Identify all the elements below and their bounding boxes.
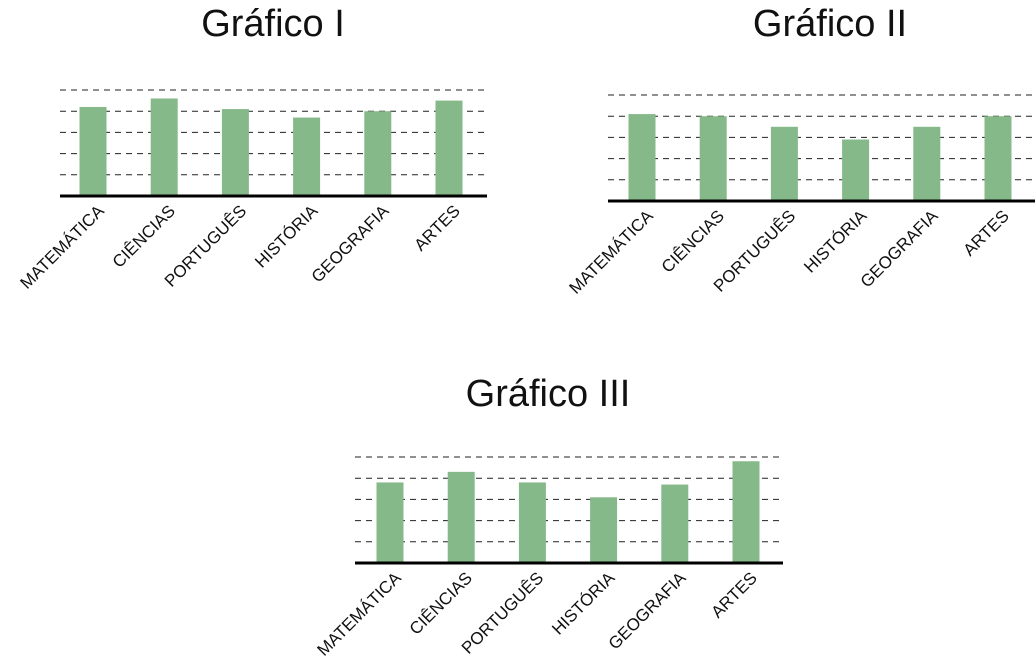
- bar-ciências: [150, 98, 178, 196]
- category-label: HISTÓRIA: [548, 568, 619, 639]
- bar-artes: [435, 100, 463, 196]
- bar-português: [518, 482, 546, 563]
- chart-title: Gráfico I: [201, 3, 345, 45]
- bar-português: [221, 109, 249, 196]
- bar-matemática: [79, 106, 107, 196]
- bar-português: [770, 126, 798, 201]
- bar-matemática: [628, 114, 656, 201]
- bar-história: [293, 117, 321, 196]
- bar-geografia: [364, 111, 392, 196]
- bar-artes: [984, 116, 1012, 201]
- category-label: GEOGRAFIA: [857, 206, 942, 291]
- category-label: HISTÓRIA: [800, 206, 871, 277]
- bar-matemática: [376, 482, 404, 563]
- bar-geografia: [913, 126, 941, 201]
- chart-title: Gráfico III: [466, 373, 631, 415]
- category-label: GEOGRAFIA: [605, 568, 690, 653]
- category-label: GEOGRAFIA: [308, 201, 393, 286]
- category-label: CIÊNCIAS: [406, 568, 476, 638]
- category-label: MATEMÁTICA: [313, 568, 405, 660]
- bar-história: [842, 139, 870, 201]
- category-label: ARTES: [411, 201, 464, 254]
- bar-história: [590, 497, 618, 563]
- bar-ciências: [699, 116, 727, 201]
- category-label: ARTES: [960, 206, 1013, 259]
- category-label: MATEMÁTICA: [565, 206, 657, 298]
- category-label: HISTÓRIA: [251, 201, 322, 272]
- bar-geografia: [661, 484, 689, 563]
- chart-title: Gráfico II: [753, 3, 907, 45]
- category-label: ARTES: [708, 568, 761, 621]
- category-label: CIÊNCIAS: [109, 201, 179, 271]
- category-label: MATEMÁTICA: [16, 201, 108, 293]
- bar-ciências: [447, 471, 475, 563]
- bar-artes: [732, 461, 760, 563]
- category-label: CIÊNCIAS: [658, 206, 728, 276]
